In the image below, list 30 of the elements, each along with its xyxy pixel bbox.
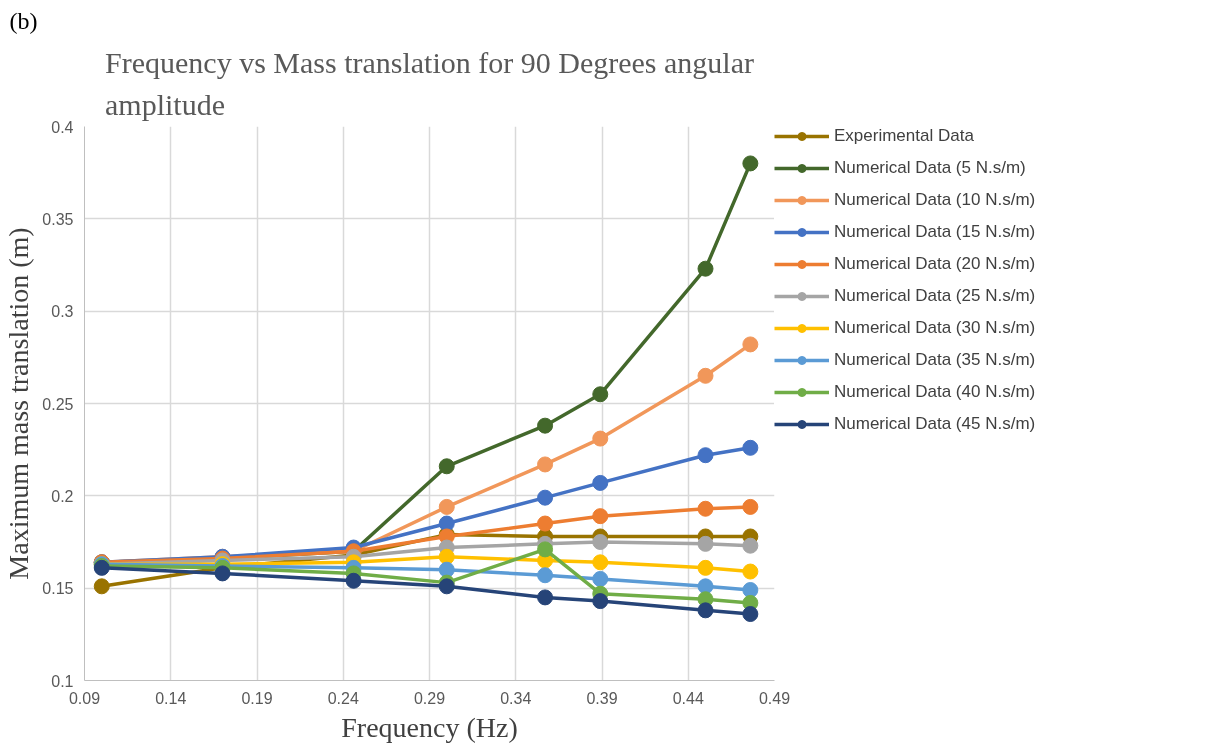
y-tick-label: 0.1 — [51, 672, 74, 690]
legend-label: Numerical Data (40 N.s/m) — [834, 382, 1036, 402]
legend-label: Experimental Data — [834, 126, 974, 146]
x-tick-label: 0.44 — [672, 689, 704, 707]
y-tick-label: 0.2 — [51, 487, 74, 505]
x-axis-title: Frequency (Hz) — [341, 711, 518, 743]
legend-label: Numerical Data (35 N.s/m) — [834, 350, 1036, 370]
legend-label: Numerical Data (45 N.s/m) — [834, 414, 1036, 434]
legend-label: Numerical Data (20 N.s/m) — [834, 254, 1036, 274]
x-tick-label: 0.49 — [758, 689, 791, 707]
y-tick-label: 0.25 — [42, 395, 74, 413]
chart-title: Frequency vs Mass translation for 90 Degrees angular amplitude — [105, 45, 754, 122]
legend-label: Numerical Data (5 N.s/m) — [834, 158, 1026, 178]
x-tick-label: 0.29 — [413, 689, 446, 707]
legend-label: Numerical Data (30 N.s/m) — [834, 318, 1036, 338]
y-tick-label: 0.15 — [42, 580, 74, 598]
x-tick-label: 0.39 — [586, 689, 618, 707]
y-tick-label: 0.35 — [42, 210, 74, 228]
y-tick-label: 0.3 — [51, 303, 74, 321]
legend-label: Numerical Data (25 N.s/m) — [834, 286, 1036, 306]
y-axis-title: Maximum mass translation (m) — [3, 227, 35, 580]
x-tick-label: 0.24 — [327, 689, 359, 707]
x-tick-label: 0.34 — [500, 689, 532, 707]
x-tick-label: 0.14 — [155, 689, 187, 707]
text: (b) — [9, 7, 38, 34]
legend-label: Numerical Data (15 N.s/m) — [834, 222, 1036, 242]
x-tick-label: 0.09 — [68, 689, 101, 707]
y-tick-label: 0.4 — [51, 118, 74, 136]
legend-label: Numerical Data (10 N.s/m) — [834, 190, 1036, 210]
x-tick-label: 0.19 — [241, 689, 273, 707]
